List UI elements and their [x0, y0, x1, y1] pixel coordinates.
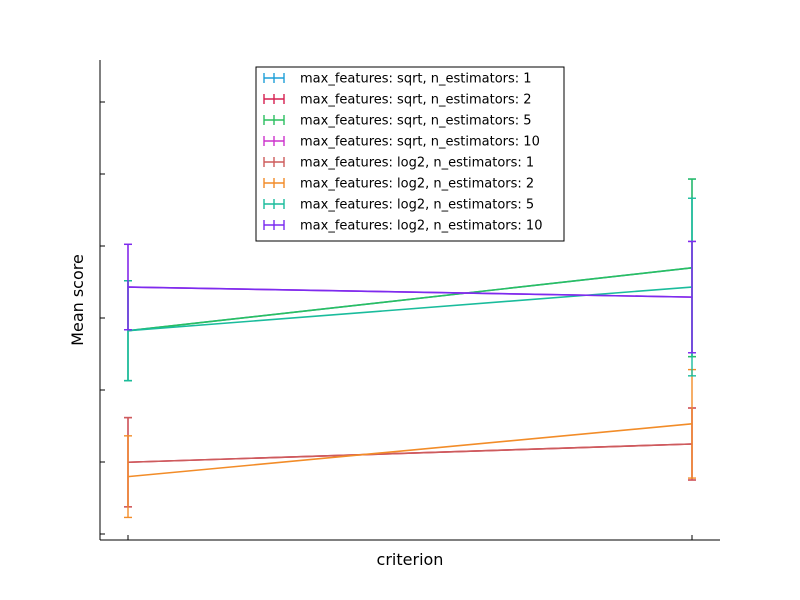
legend-label: max_features: sqrt, n_estimators: 10: [300, 135, 540, 150]
legend-item: max_features: sqrt, n_estimators: 10: [263, 135, 540, 150]
legend-item: max_features: sqrt, n_estimators: 2: [263, 93, 532, 108]
legend-item: max_features: log2, n_estimators: 2: [263, 177, 534, 192]
x-axis-label: criterion: [377, 550, 444, 569]
error-bar: [124, 243, 132, 331]
error-bar: [688, 240, 696, 354]
series-layer: [124, 178, 696, 519]
legend-label: max_features: log2, n_estimators: 5: [300, 198, 534, 213]
series-line: [127, 267, 693, 332]
legend-label: max_features: sqrt, n_estimators: 5: [300, 114, 532, 129]
legend-label: max_features: log2, n_estimators: 10: [300, 219, 542, 234]
legend-item: max_features: log2, n_estimators: 5: [263, 198, 534, 213]
series-4: [124, 240, 696, 354]
legend-item: max_features: sqrt, n_estimators: 5: [263, 114, 532, 129]
error-bar: [124, 435, 132, 519]
legend-box: [255, 66, 565, 242]
legend-item: max_features: sqrt, n_estimators: 1: [263, 72, 532, 87]
legend-label: max_features: log2, n_estimators: 2: [300, 177, 534, 192]
y-axis-label: Mean score: [68, 254, 87, 346]
axes: [99, 60, 720, 541]
legend: max_features: sqrt, n_estimators: 1 max_f…: [255, 66, 565, 242]
legend-label: max_features: sqrt, n_estimators: 1: [300, 72, 532, 87]
legend-item: max_features: log2, n_estimators: 10: [263, 219, 542, 234]
series-5: [124, 407, 696, 508]
series-line: [127, 423, 693, 478]
series-line: [127, 443, 693, 464]
legend-label: max_features: sqrt, n_estimators: 2: [300, 93, 532, 108]
legend-label: max_features: log2, n_estimators: 1: [300, 156, 534, 171]
series-6: [124, 368, 696, 519]
series-8: [124, 240, 696, 354]
series-2: [124, 407, 696, 508]
series-line: [127, 286, 693, 332]
series-line: [127, 286, 693, 298]
legend-item: max_features: log2, n_estimators: 1: [263, 156, 534, 171]
